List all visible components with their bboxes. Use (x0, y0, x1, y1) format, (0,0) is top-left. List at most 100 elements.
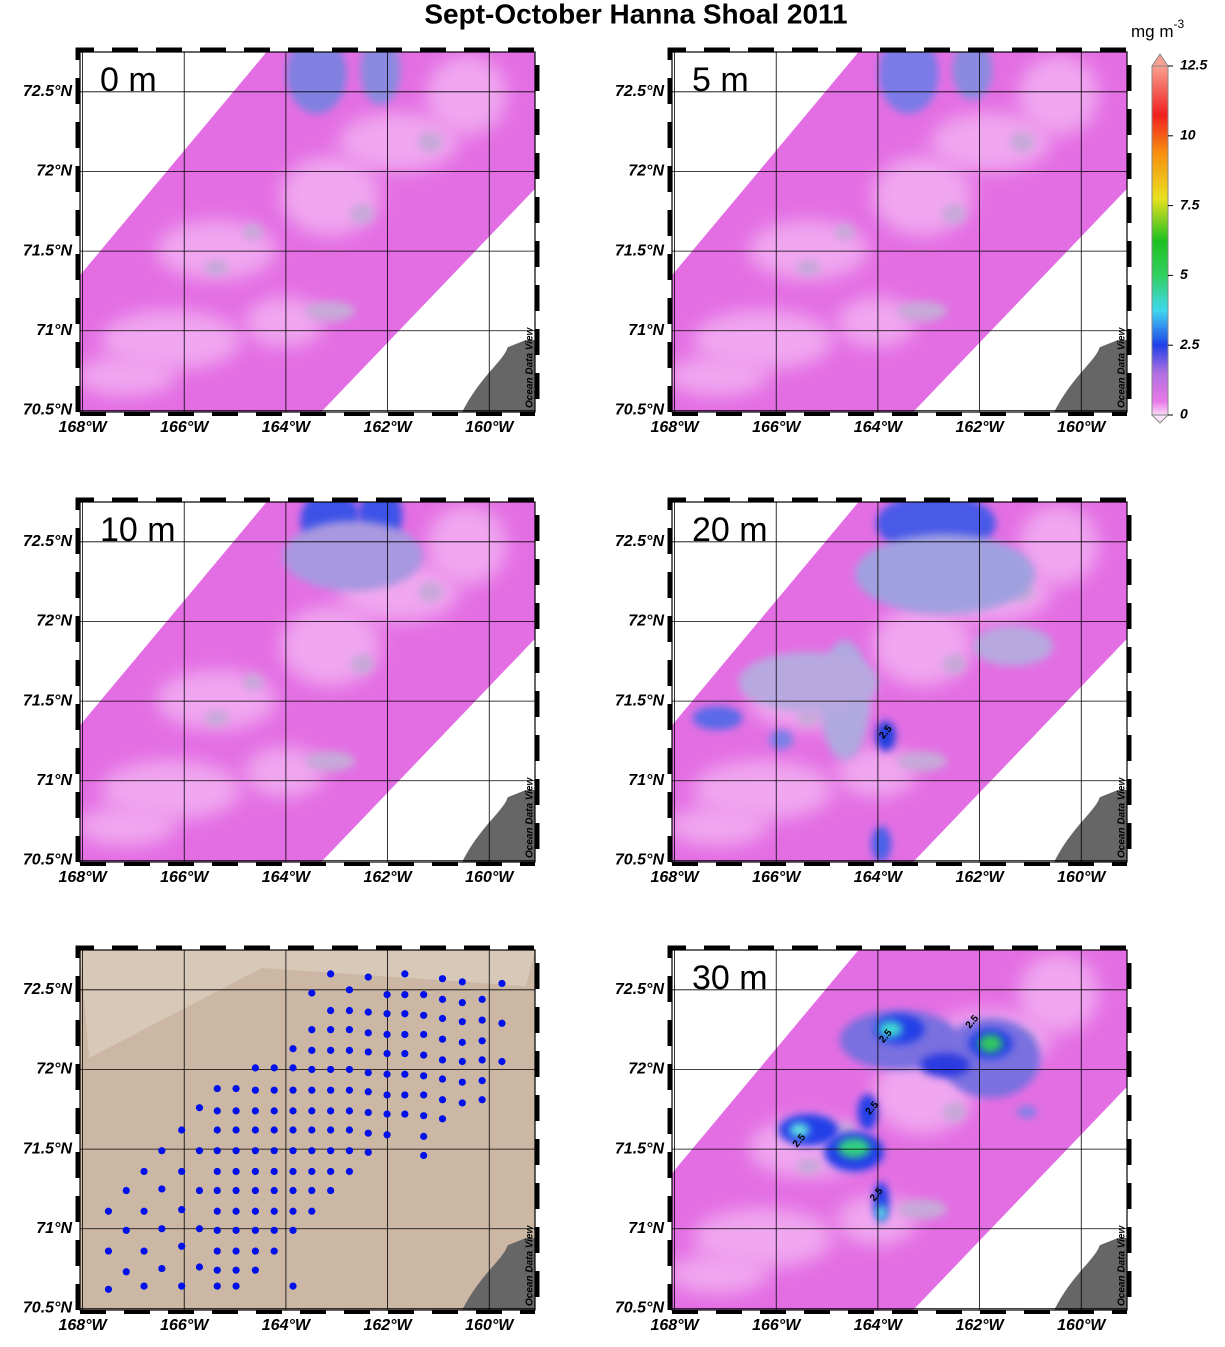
x-tick-label: 160°W (465, 869, 515, 886)
station (232, 1207, 240, 1215)
watermark: Ocean Data View (1117, 327, 1128, 408)
x-tick-label: 164°W (262, 419, 312, 436)
station (308, 1107, 316, 1115)
station (289, 1126, 297, 1134)
light-patch (836, 1195, 917, 1245)
station (327, 1086, 335, 1094)
station (438, 1014, 447, 1023)
station (308, 1147, 316, 1155)
station (232, 1084, 240, 1093)
station (345, 986, 354, 994)
x-tick-label: 168°W (58, 419, 108, 436)
station (289, 1186, 297, 1195)
grey-patch (350, 204, 375, 224)
station (345, 1126, 354, 1134)
frame-ticks (667, 945, 1132, 1310)
station (195, 1186, 204, 1195)
high-patch (738, 652, 879, 712)
light-patch (426, 505, 507, 586)
grey-patch (1010, 132, 1035, 152)
station (345, 1167, 354, 1176)
light-patch (672, 356, 768, 396)
station (327, 1107, 335, 1115)
station (420, 1072, 428, 1080)
depth-label: 5 m (692, 61, 749, 99)
station (327, 1026, 335, 1034)
station (232, 1126, 240, 1134)
station (308, 1167, 316, 1176)
station (178, 1126, 186, 1134)
station (289, 1086, 297, 1094)
station (364, 1069, 372, 1077)
station (383, 1049, 391, 1058)
station (438, 1035, 447, 1043)
x-tick-label: 164°W (262, 1317, 312, 1334)
station (478, 1037, 486, 1045)
station (122, 1186, 130, 1195)
station (478, 995, 486, 1003)
station (308, 989, 316, 997)
station (251, 1086, 259, 1094)
light-patch (693, 1208, 833, 1268)
grey-patch (418, 582, 443, 602)
y-tick-label: 71°N (36, 772, 72, 789)
station (327, 1126, 335, 1134)
y-tick-label: 72°N (628, 613, 664, 630)
light-patch (1018, 953, 1099, 1034)
station (327, 1046, 335, 1054)
station (401, 1049, 409, 1058)
station (195, 1147, 204, 1155)
y-tick-label: 72.5°N (615, 83, 665, 100)
y-tick-label: 70.5°N (23, 1300, 73, 1317)
station (401, 1030, 409, 1039)
station (458, 1057, 466, 1066)
station (327, 1186, 335, 1195)
station (345, 1086, 354, 1094)
land (462, 790, 535, 862)
station (345, 1065, 354, 1074)
light-patch (80, 806, 176, 846)
station (458, 1018, 466, 1026)
land (462, 340, 535, 412)
y-tick-label: 70.5°N (615, 852, 665, 869)
grey-patch (796, 260, 821, 276)
station (213, 1107, 221, 1115)
frame-ticks (75, 497, 540, 862)
station (364, 1088, 372, 1096)
station (327, 1167, 335, 1176)
station (345, 1026, 354, 1034)
station (289, 1147, 297, 1155)
land (1054, 340, 1127, 412)
light-patch (930, 112, 1051, 172)
x-tick-label: 162°W (955, 869, 1005, 886)
station (327, 1006, 335, 1015)
station (364, 1008, 372, 1016)
y-tick-label: 70.5°N (615, 402, 665, 419)
station (364, 1129, 372, 1137)
light-patch (280, 156, 381, 236)
high-patch (920, 1053, 970, 1078)
x-tick-label: 168°W (650, 869, 700, 886)
station (213, 1282, 221, 1290)
grey-patch (796, 710, 821, 726)
station (232, 1282, 240, 1290)
light-patch (672, 1254, 768, 1294)
depth-label: 10 m (100, 511, 176, 549)
station (251, 1186, 259, 1195)
patches (80, 52, 507, 396)
station (251, 1147, 259, 1155)
y-tick-label: 70.5°N (23, 402, 73, 419)
station (140, 1282, 148, 1290)
watermark: Ocean Data View (525, 777, 536, 858)
colorbar-tick-label: 10 (1180, 127, 1196, 143)
station (401, 1070, 409, 1078)
station (289, 1207, 297, 1215)
grey-patch (942, 654, 967, 674)
watermark: Ocean Data View (1117, 777, 1128, 858)
x-tick-label: 162°W (363, 1317, 413, 1334)
x-tick-label: 164°W (262, 869, 312, 886)
colorbar-bottom-arrow (1150, 414, 1170, 424)
patches (80, 502, 507, 846)
watermark: Ocean Data View (525, 1225, 536, 1306)
station (270, 1126, 278, 1134)
